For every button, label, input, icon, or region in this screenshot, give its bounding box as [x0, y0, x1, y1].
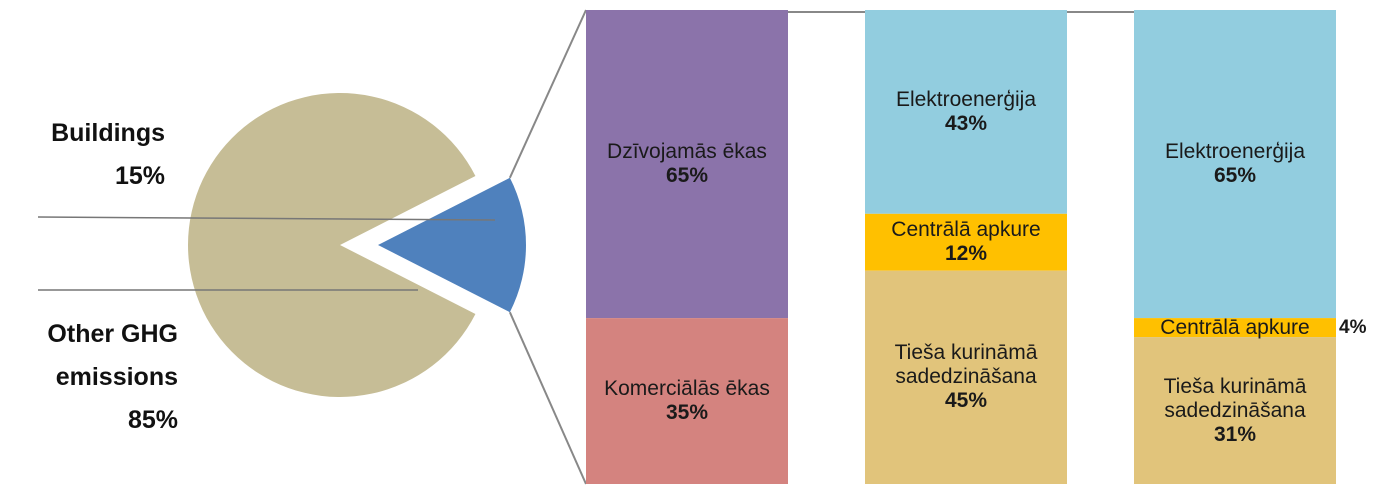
bar-segment [586, 10, 788, 319]
segment-label: Centrālā apkure 12% [865, 218, 1067, 266]
segment-label: Komerciālās ēkas 35% [586, 377, 788, 425]
pie-label: Buildings 15% [15, 112, 165, 198]
bar-segment [865, 213, 1067, 271]
bar-segment [1134, 337, 1336, 484]
segment-value: 12% [944, 242, 988, 266]
segment-name: Komerciālās ēkas [604, 377, 770, 401]
segment-label: Dzīvojamās ēkas 65% [586, 140, 788, 188]
pie-label-value: 85% [127, 406, 178, 434]
segment-label: Tieša kurināmā sadedzināšana 31% [1134, 375, 1336, 447]
pie-label-name: Other GHG emissions [47, 320, 178, 391]
segment-label: Elektroenerģija 43% [865, 88, 1067, 136]
bar-segment [865, 270, 1067, 484]
segment-value: 31% [1213, 422, 1257, 446]
pie-slice [188, 93, 476, 397]
pie-label-value: 15% [114, 162, 165, 190]
segment-label: Elektroenerģija 65% [1134, 140, 1336, 188]
pie-label-name: Buildings [51, 119, 165, 147]
segment-name: Elektroenerģija [1164, 140, 1306, 164]
connector-line [508, 311, 587, 485]
segment-value: 45% [944, 389, 988, 413]
pie-slice [378, 177, 526, 313]
segment-value: 43% [944, 111, 988, 135]
connector-line [508, 9, 587, 179]
segment-label: Centrālā apkure [1134, 316, 1336, 340]
pie-label: Other GHG emissions 85% [8, 313, 178, 442]
segment-value: 4% [1339, 316, 1367, 338]
segment-name: Tieša kurināmā sadedzināšana [894, 341, 1038, 389]
segment-name: Elektroenerģija [895, 87, 1037, 111]
segment-value: 65% [1213, 164, 1257, 188]
segment-value: 65% [665, 164, 709, 188]
bar-segment [865, 10, 1067, 214]
segment-label: Tieša kurināmā sadedzināšana 45% [865, 341, 1067, 413]
bar-segment [586, 318, 788, 484]
segment-name: Centrālā apkure [1160, 315, 1310, 339]
bar-segment [1134, 318, 1336, 338]
segment-name: Tieša kurināmā sadedzināšana [1163, 374, 1307, 422]
segment-value: 35% [665, 401, 709, 425]
leader-line [37, 216, 496, 221]
segment-name: Dzīvojamās ēkas [607, 140, 767, 164]
segment-name: Centrālā apkure [891, 218, 1041, 242]
bar-segment [1134, 10, 1336, 319]
